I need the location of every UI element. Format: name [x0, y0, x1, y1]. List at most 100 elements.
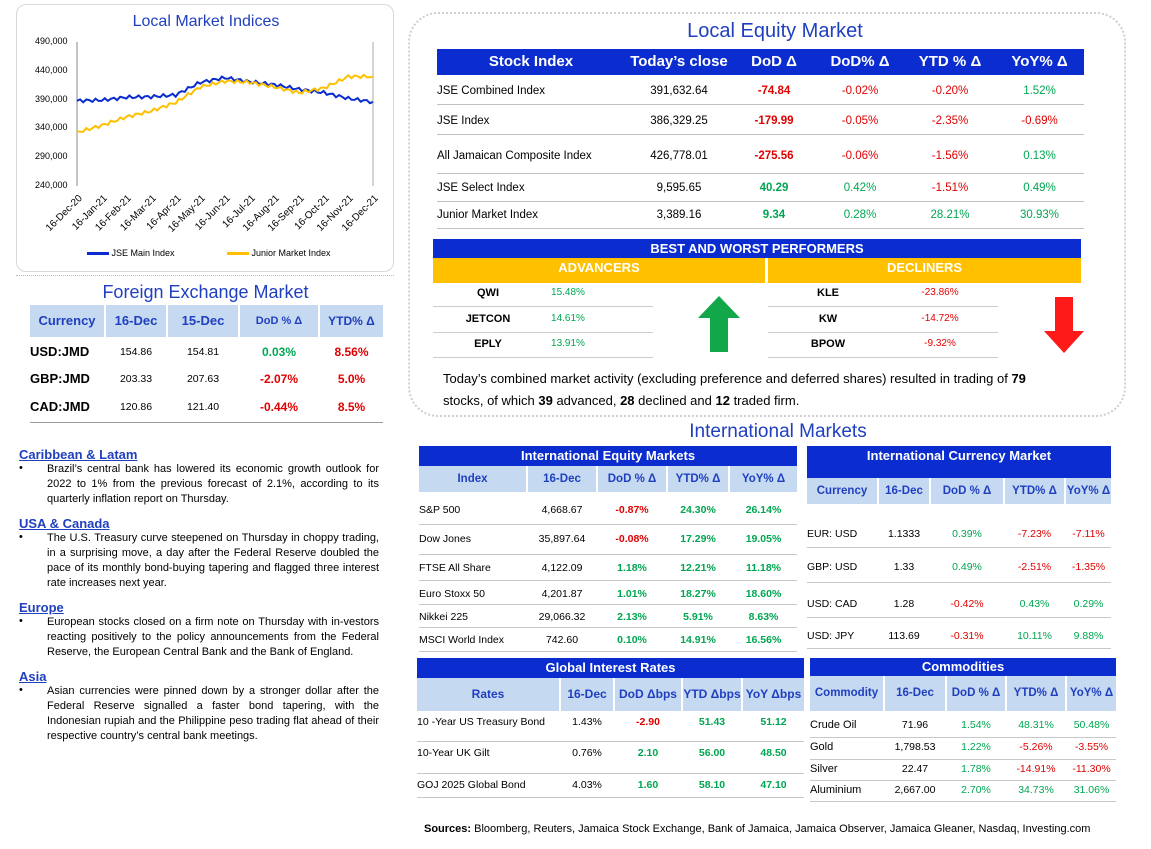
- intl_fx-cell-val: 1.1333: [887, 528, 921, 540]
- news-bullet: • European stocks closed on a firm note o…: [19, 615, 379, 660]
- intl_equity-header-cell: YTD% Δ: [668, 466, 728, 492]
- intl_equity-cell-yoy: 8.63%: [748, 611, 779, 623]
- commodities-cell-name: Aluminium: [810, 784, 862, 796]
- row-line: [433, 357, 653, 358]
- intl_equity-header-cell: YoY% Δ: [730, 466, 797, 492]
- intl_fx-header-cell: 16-Dec: [879, 478, 929, 504]
- intl-markets-title: International Markets: [689, 421, 867, 442]
- intl_fx-header-cell: YTD% Δ: [1005, 478, 1064, 504]
- commodities-header-cell: YoY% Δ: [1067, 676, 1116, 711]
- fx-pair: CAD:JMD: [30, 399, 90, 414]
- intl_equity-cell-yoy: 18.60%: [745, 588, 782, 600]
- intl_equity-cell-val: 35,897.64: [538, 533, 586, 545]
- rates-header-cell: DoD Δbps: [615, 678, 681, 711]
- intl-currency-title: International Currency Market: [807, 446, 1111, 478]
- intl_fx-cell-pair: USD: JPY: [807, 630, 855, 642]
- rates-header-cell: Rates: [417, 678, 559, 711]
- equity-yoy: 0.13%: [1023, 149, 1056, 162]
- decliner-value: -23.86%: [921, 287, 959, 298]
- commodities-header-cell: DoD % Δ: [947, 676, 1005, 711]
- fx-header-cell: YTD% Δ: [320, 305, 383, 337]
- commodities-cell-yoy: 31.06%: [1073, 784, 1110, 796]
- intl_fx-cell-yoy: -7.11%: [1072, 528, 1105, 540]
- equity-close: 386,329.25: [650, 115, 708, 127]
- equity-close: 9,595.65: [656, 182, 702, 194]
- rates-cell-dod: -2.90: [636, 716, 660, 728]
- fx-pair: USD:JMD: [30, 344, 90, 359]
- fx-16dec: 120.86: [119, 401, 153, 413]
- intl_equity-cell-val: 742.60: [545, 634, 579, 646]
- news-region-heading: Caribbean & Latam: [19, 447, 138, 462]
- equity-dodp: 0.42%: [843, 182, 877, 194]
- chart-title: Local Market Indices: [132, 13, 280, 30]
- intl_fx-cell-val: 113.69: [888, 630, 920, 642]
- intl_fx-cell-val: 1.28: [893, 598, 915, 610]
- summary-advanced: 39: [538, 393, 553, 408]
- row-line: [417, 773, 804, 774]
- commodities-header-cell: 16-Dec: [885, 676, 945, 711]
- intl_equity-cell-dod: 1.01%: [617, 588, 647, 600]
- summary-total: 79: [1011, 371, 1026, 386]
- legend-label: Junior Market Index: [251, 248, 331, 258]
- rates-cell-val: 4.03%: [572, 779, 602, 791]
- commodities-cell-name: Silver: [810, 763, 838, 775]
- intl_equity-cell-dod: -0.87%: [615, 504, 649, 516]
- intl_fx-cell-pair: USD: CAD: [807, 598, 858, 610]
- news-bullet: • The U.S. Treasury curve steepened on Th…: [19, 531, 379, 591]
- news-text: The U.S. Treasury curve steepened on Thu…: [47, 532, 379, 589]
- decliner-symbol: KW: [818, 313, 838, 325]
- fx-ytd: 5.0%: [337, 372, 366, 386]
- advancer-symbol: EPLY: [474, 338, 502, 350]
- rates-header-cell: YoY Δbps: [743, 678, 804, 711]
- fx-row: USD:JMD 154.86 154.81 0.03% 8.56%: [30, 339, 383, 365]
- legend-label: JSE Main Index: [111, 248, 175, 258]
- header-cell: YoY% Δ: [1011, 53, 1068, 70]
- intl_fx-cell-yoy: -1.35%: [1071, 561, 1106, 573]
- equity-row: All Jamaican Composite Index 426,778.01 -2…: [437, 139, 1084, 174]
- fx-row: CAD:JMD 120.86 121.40 -0.44% 8.5%: [30, 394, 383, 420]
- summary-firm: 12: [715, 393, 730, 408]
- news-bullet: • Brazil’s central bank has lowered its e…: [19, 462, 379, 507]
- row-line: [433, 306, 653, 307]
- row-line: [807, 648, 1111, 649]
- intl_equity-cell-dod: 1.18%: [617, 562, 647, 574]
- intl_fx-cell-yoy: 0.29%: [1073, 598, 1104, 610]
- fx-ytd: 8.56%: [334, 345, 369, 359]
- equity-dodp: -0.05%: [841, 115, 879, 127]
- rates-cell-ytd: 56.00: [698, 747, 726, 759]
- commodities-cell-dod: 1.54%: [961, 719, 991, 731]
- equity-dodp: -0.02%: [841, 85, 879, 97]
- sources-text: Bloomberg, Reuters, Jamaica Stock Exchan…: [471, 823, 1091, 835]
- equity-name: All Jamaican Composite Index: [437, 149, 592, 162]
- row-line: [768, 332, 998, 333]
- fx-header: Currency 16-Dec 15-Dec DoD % Δ YTD% Δ: [30, 305, 383, 337]
- commodities-cell-yoy: -3.55%: [1074, 741, 1109, 753]
- commodities-cell-ytd: 48.31%: [1018, 719, 1054, 731]
- commodities-cell-val: 22.47: [901, 763, 929, 775]
- bullet-icon: •: [19, 531, 23, 543]
- fx-header-cell: Currency: [30, 305, 104, 337]
- equity-yoy: 30.93%: [1019, 209, 1059, 221]
- intl_equity-cell-name: Dow Jones: [419, 533, 471, 545]
- intl_equity-cell-name: Euro Stoxx 50: [419, 588, 485, 600]
- bullet-icon: •: [19, 462, 23, 474]
- header-cell: Stock Index: [488, 53, 574, 70]
- commodities-cell-ytd: -14.91%: [1016, 763, 1056, 775]
- y-tick-label: 340,000: [35, 122, 68, 133]
- intl_fx-header-cell: Currency: [807, 478, 877, 504]
- intl_fx-cell-val: 1.33: [893, 561, 915, 573]
- rates-cell-dod: 1.60: [637, 779, 659, 791]
- equity-dod: -74.84: [757, 85, 791, 97]
- news-item: Caribbean & Latam • Brazil’s central bank …: [19, 447, 379, 507]
- equity-row: JSE Select Index 9,595.65 40.29 0.42% -1.51%…: [437, 176, 1084, 202]
- rates-cell-ytd: 51.43: [698, 716, 726, 728]
- commodities-cell-val: 1,798.53: [894, 741, 936, 753]
- divider: [16, 275, 394, 276]
- intl_fx-header-cell: DoD % Δ: [931, 478, 1003, 504]
- intl_equity-cell-yoy: 16.56%: [745, 634, 782, 646]
- equity-ytd: -2.35%: [931, 115, 969, 127]
- y-tick-label: 490,000: [35, 36, 68, 46]
- commodities-title: Commodities: [810, 658, 1116, 676]
- intl_fx-header-cell: YoY% Δ: [1066, 478, 1111, 504]
- bullet-icon: •: [19, 615, 23, 627]
